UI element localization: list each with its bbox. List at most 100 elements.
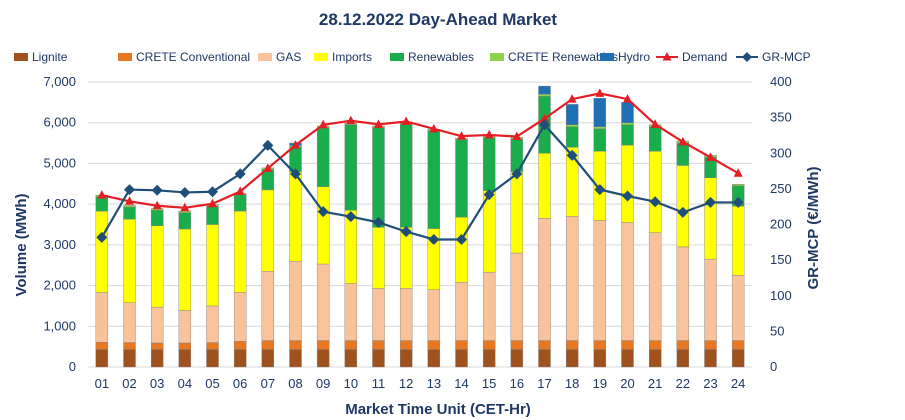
demand-point — [512, 131, 522, 141]
bar-segment-crete-conventional — [372, 340, 385, 350]
demand-point — [235, 186, 245, 196]
legend-swatch-gas — [258, 53, 272, 61]
bar-segment-imports — [704, 177, 717, 260]
bar-segment-lignite — [150, 349, 164, 368]
bar-segment-crete-conventional — [206, 342, 219, 350]
gr-mcp-point — [124, 184, 135, 196]
bar-segment-gas — [482, 271, 496, 341]
gr-mcp-point — [428, 233, 440, 245]
bar-segment-renewables — [372, 127, 385, 228]
bar-segment-crete-conventional — [95, 341, 109, 350]
bar-segment-crete-conventional — [344, 340, 358, 350]
gr-mcp-point — [317, 206, 329, 218]
bar-segment-crete-conventional — [510, 340, 524, 350]
legend: Lignite CRETE Conventional GAS Imports Renew… — [14, 50, 811, 64]
bar-segment-gas — [95, 292, 109, 343]
x-axis-label: Market Time Unit (CET-Hr) — [345, 401, 531, 418]
bar-segment-imports — [538, 153, 551, 219]
chart-title: 28.12.2022 Day-Ahead Market — [319, 10, 557, 29]
x-tick-label: 19 — [593, 376, 607, 391]
bar-segment-crete-conventional — [565, 340, 579, 350]
bar-segment-imports — [233, 210, 247, 293]
bar-segment-renewables — [621, 124, 634, 146]
bar-segment-lignite — [123, 349, 136, 368]
bar-segment-imports — [206, 224, 219, 307]
demand-point — [291, 140, 300, 149]
legend-label-imports: Imports — [332, 50, 372, 64]
x-tick-label: 17 — [537, 376, 551, 391]
bar-segment-crete-conventional — [455, 340, 468, 350]
bar-segment-gas — [565, 216, 579, 341]
demand-point — [208, 198, 217, 208]
bar-segment-lignite — [648, 349, 662, 368]
bar-segment-lignite — [731, 349, 745, 368]
bar-segment-imports — [123, 219, 136, 303]
gr-mcp-point — [732, 196, 744, 208]
bar-segment-crete-conventional — [648, 340, 662, 350]
demand-point — [678, 136, 688, 146]
bar-segment-gas — [510, 252, 524, 341]
bar-segment-gas — [648, 232, 662, 341]
gr-mcp-point — [345, 211, 357, 223]
bar-segment-renewables — [178, 212, 192, 230]
bar-segment-lignite — [344, 349, 358, 368]
gr-mcp-point — [677, 206, 689, 218]
bar-segment-crete-conventional — [427, 340, 441, 350]
y-tick-label: 3,000 — [43, 237, 76, 252]
bar-segment-lignite — [455, 349, 468, 368]
bar-segment-gas — [593, 220, 607, 341]
y2-tick-label: 150 — [770, 252, 792, 267]
bar-segment-crete-renewables — [621, 122, 634, 125]
bar-segment-imports — [621, 144, 634, 223]
bar-segment-lignite — [676, 349, 690, 368]
bar-segment-hydro — [538, 85, 551, 95]
x-tick-label: 05 — [205, 376, 219, 391]
x-tick-label: 03 — [150, 376, 164, 391]
bar-segment-crete-renewables — [123, 205, 136, 208]
legend-label-crete-conventional: CRETE Conventional — [136, 50, 250, 64]
bar-segment-imports — [150, 225, 164, 308]
bar-segment-renewables — [593, 128, 607, 152]
bar-segment-gas — [455, 282, 468, 341]
bar-segment-lignite — [289, 349, 302, 368]
bar-segment-crete-conventional — [704, 340, 717, 350]
gr-mcp-point — [373, 216, 384, 228]
legend-label-hydro: Hydro — [618, 50, 650, 64]
demand-point — [567, 94, 577, 103]
gr-mcp-point — [179, 186, 191, 198]
x-tick-label: 14 — [454, 376, 468, 391]
x-tick-label: 20 — [620, 376, 634, 391]
bar-segment-gas — [538, 218, 551, 341]
demand-point — [733, 168, 743, 177]
bar-segment-lignite — [427, 349, 441, 368]
demand-point — [318, 119, 328, 129]
x-tick-label: 09 — [316, 376, 330, 391]
bar-segment-gas — [427, 289, 441, 341]
y-tick-label: 5,000 — [43, 155, 76, 170]
bar-segment-gas — [372, 288, 385, 341]
x-tick-label: 23 — [703, 376, 717, 391]
gridlines — [88, 81, 752, 368]
demand-point — [540, 113, 549, 123]
bar-segment-lignite — [510, 349, 524, 368]
gr-mcp-point — [290, 168, 301, 180]
stacked-bars — [95, 85, 745, 368]
bar-segment-hydro — [593, 98, 607, 127]
bar-segment-gas — [178, 310, 192, 344]
bar-segment-crete-conventional — [482, 340, 496, 350]
bar-segment-crete-conventional — [676, 340, 690, 350]
gr-mcp-point — [622, 190, 633, 202]
bar-segment-lignite — [704, 349, 717, 368]
y-tick-label: 4,000 — [43, 196, 76, 211]
legend-marker-gr-mcp — [742, 52, 752, 62]
bar-segment-gas — [289, 260, 302, 341]
bar-segment-renewables — [399, 123, 413, 228]
demand-point — [346, 115, 356, 125]
bar-segment-gas — [399, 288, 413, 341]
bar-segment-lignite — [233, 349, 247, 368]
demand-point — [152, 200, 162, 210]
bar-segment-crete-conventional — [289, 340, 302, 350]
bar-segment-crete-conventional — [621, 340, 634, 350]
bar-segment-lignite — [399, 349, 413, 368]
